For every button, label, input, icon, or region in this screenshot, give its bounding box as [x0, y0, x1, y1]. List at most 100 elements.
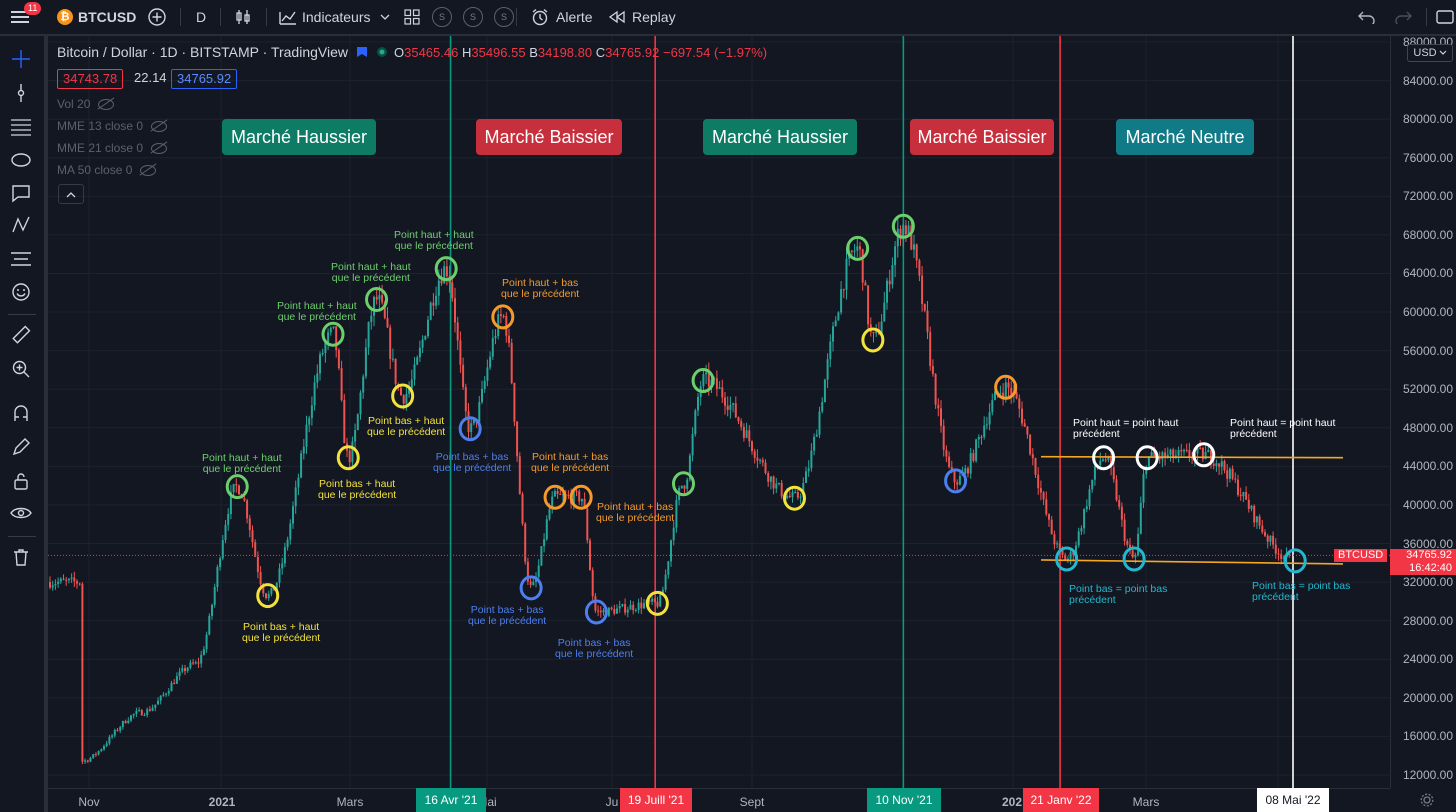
flag-icon[interactable]	[356, 46, 368, 58]
candle-body	[143, 714, 146, 716]
undo-button[interactable]	[1358, 0, 1376, 34]
candle-body	[1134, 555, 1137, 558]
currency-selector[interactable]: USD	[1407, 44, 1453, 62]
candle-body	[691, 434, 694, 456]
hidden-eye-icon[interactable]	[151, 142, 168, 154]
indicator-volume[interactable]: Vol 20	[57, 97, 115, 111]
replay-button[interactable]: Replay	[608, 0, 676, 34]
candle-body	[1220, 461, 1223, 467]
candle-body	[1228, 468, 1231, 479]
candle-body	[275, 582, 278, 591]
bid-price-button[interactable]: 34743.78	[57, 69, 124, 89]
candle-body	[1272, 535, 1275, 545]
candle-body	[616, 608, 618, 614]
alert-button[interactable]: Alerte	[530, 0, 593, 34]
strategy-s-button-3[interactable]: S	[494, 7, 514, 27]
indicator-ema21[interactable]: MME 21 close 0	[57, 141, 168, 155]
candle-body	[845, 258, 848, 290]
chart-settings-button[interactable]	[1390, 788, 1456, 812]
fullscreen-button[interactable]	[1436, 0, 1454, 34]
layouts-button[interactable]	[404, 0, 420, 34]
pivot-marker	[519, 575, 543, 601]
strategy-s-button-1[interactable]: S	[432, 7, 452, 27]
candle-body	[626, 609, 629, 613]
strategy-s-button-2[interactable]: S	[463, 7, 483, 27]
hidden-eye-icon[interactable]	[98, 98, 115, 110]
stay-in-drawing-tool[interactable]	[10, 436, 32, 458]
remove-drawings-tool[interactable]	[10, 546, 32, 568]
time-axis[interactable]	[48, 788, 1390, 812]
candle-body	[443, 266, 446, 284]
trendline-tool[interactable]	[10, 82, 32, 104]
candle-body	[1150, 452, 1153, 457]
candle-body	[327, 332, 330, 343]
candle-body	[1188, 449, 1191, 458]
hidden-eye-icon[interactable]	[151, 120, 168, 132]
strategy-buttons: S S S	[432, 0, 514, 34]
candle-body	[108, 736, 111, 744]
candle-body	[637, 602, 640, 610]
candle-body	[562, 494, 564, 496]
annotation: Point haut = point haut précédent	[1230, 417, 1336, 440]
candle-body	[1199, 447, 1202, 449]
price-chart[interactable]	[48, 36, 1390, 788]
candle-body	[1153, 452, 1156, 457]
candle-body	[332, 326, 335, 328]
lock-drawings-tool[interactable]	[10, 470, 32, 492]
text-tool[interactable]	[10, 182, 32, 204]
candle-body	[454, 298, 456, 323]
prediction-tool[interactable]	[10, 248, 32, 270]
candle-body	[1288, 553, 1291, 556]
ruler-tool[interactable]	[10, 324, 32, 346]
candle-body	[842, 289, 845, 291]
candle-body	[1104, 459, 1107, 461]
market-label-bull-1: Marché Haussier	[222, 119, 376, 155]
shapes-tool[interactable]	[10, 149, 32, 171]
hide-drawings-tool[interactable]	[10, 502, 32, 524]
candle-body	[437, 280, 440, 296]
indicators-dropdown-button[interactable]	[380, 0, 390, 34]
indicators-button[interactable]: Indicateurs	[278, 0, 370, 34]
icons-tool[interactable]	[10, 281, 32, 303]
magnet-tool[interactable]	[10, 402, 32, 424]
pattern-tool[interactable]	[10, 214, 32, 236]
interval-button[interactable]: D	[196, 9, 207, 25]
candle-body	[235, 484, 238, 486]
ask-price-button[interactable]: 34765.92	[171, 69, 238, 89]
hidden-eye-icon[interactable]	[140, 164, 157, 176]
indicator-ma50[interactable]: MA 50 close 0	[57, 163, 157, 177]
candle-body	[1201, 447, 1204, 460]
candle-body	[904, 225, 907, 234]
undo-icon	[1358, 11, 1375, 24]
menu-button[interactable]	[10, 0, 32, 34]
indicator-ema13[interactable]: MME 13 close 0	[57, 119, 168, 133]
fib-tool[interactable]	[10, 116, 32, 138]
candle-body	[832, 326, 834, 342]
candle-body	[940, 408, 942, 426]
price-axis[interactable]: USD 88000.00 84000.00 80000.00 76000.00 7200…	[1390, 35, 1456, 788]
candle-body	[1126, 540, 1129, 545]
compare-symbol-button[interactable]	[147, 0, 167, 34]
range-line	[1040, 559, 1344, 565]
crosshair-tool[interactable]	[10, 48, 32, 70]
candle-body	[1018, 398, 1021, 409]
price-label: 64000.00	[1402, 266, 1453, 281]
candle-body	[224, 524, 227, 541]
candle-body	[362, 376, 365, 393]
candle-body	[602, 610, 605, 613]
redo-button[interactable]	[1394, 0, 1412, 34]
collapse-legend-button[interactable]	[58, 184, 84, 204]
candle-body	[459, 340, 462, 365]
candle-body	[859, 246, 861, 250]
candle-body	[294, 487, 297, 507]
symbol-search-button[interactable]: ₿ BTCUSD	[57, 0, 136, 34]
candle-body	[861, 249, 864, 283]
symbol-title[interactable]: Bitcoin / Dollar · 1D · BITSTAMP · Tradi…	[57, 44, 348, 60]
candle-body	[1021, 408, 1023, 424]
candle-body	[813, 436, 816, 451]
candle-body	[740, 421, 743, 427]
zoom-tool[interactable]	[10, 358, 32, 380]
chart-type-button[interactable]	[234, 0, 252, 34]
candle-body	[175, 676, 178, 684]
candle-body	[1269, 535, 1272, 542]
